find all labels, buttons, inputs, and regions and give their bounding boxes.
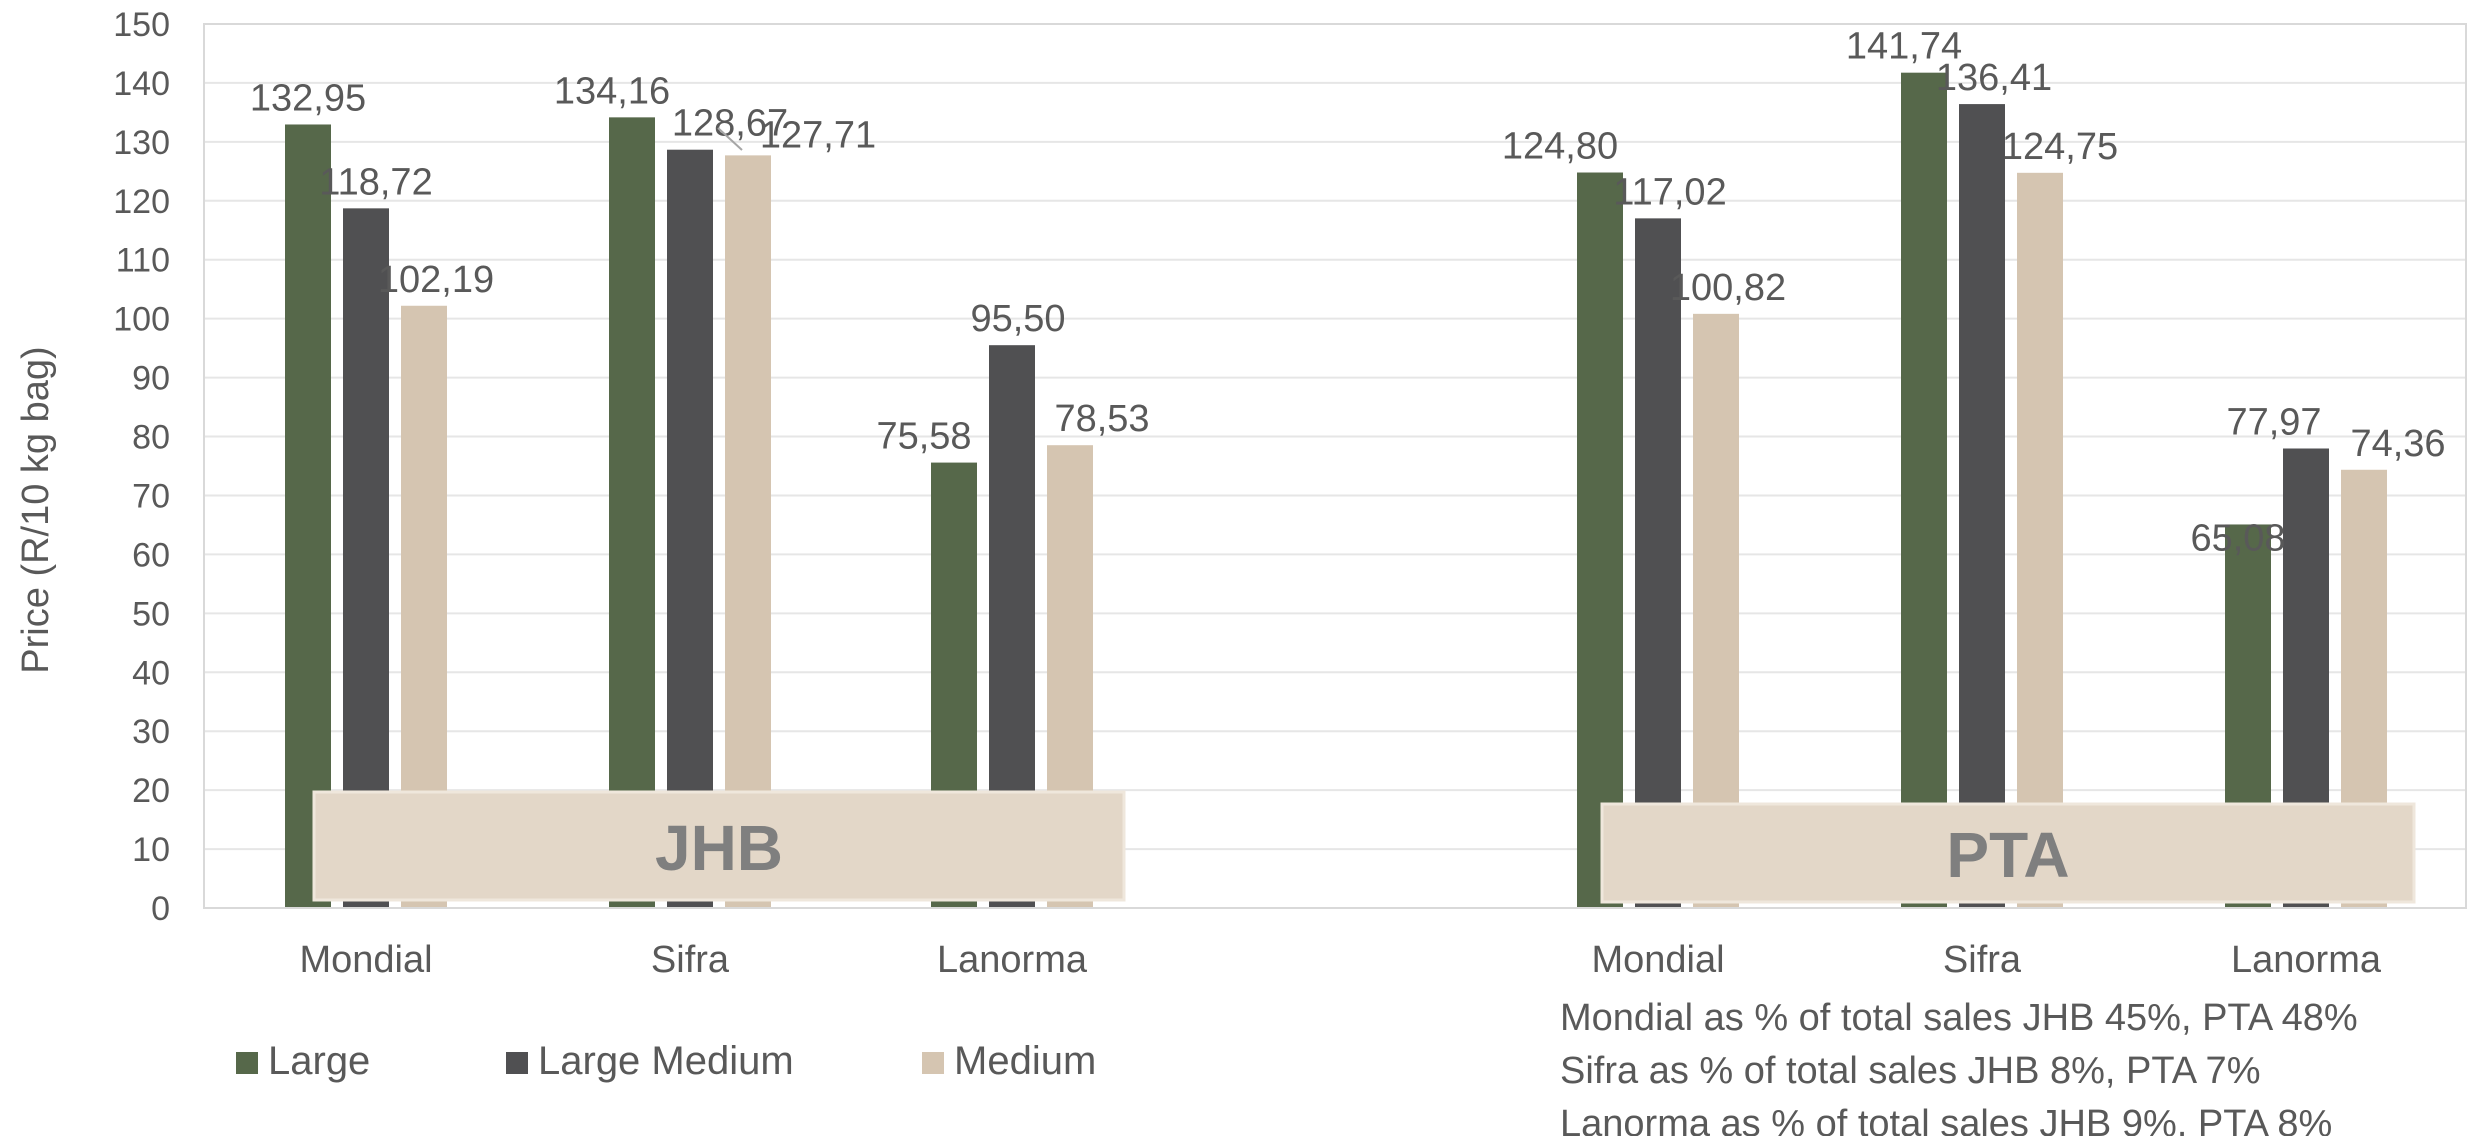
x-category-label: Mondial bbox=[1591, 939, 1724, 981]
label-leader-line bbox=[717, 127, 743, 151]
y-tick-label: 20 bbox=[132, 772, 170, 810]
bar-medium bbox=[725, 155, 771, 908]
data-label: 74,36 bbox=[2350, 423, 2445, 465]
y-tick-label: 60 bbox=[132, 536, 170, 574]
region-panel-jhb bbox=[312, 790, 1126, 902]
sales-share-note: Sifra as % of total sales JHB 8%, PTA 7% bbox=[1560, 1050, 2260, 1092]
y-tick-label: 40 bbox=[132, 654, 170, 692]
y-tick-label: 120 bbox=[113, 183, 170, 221]
bar-large bbox=[1577, 172, 1623, 909]
grid-lines bbox=[204, 23, 2466, 851]
axes: 0 10 20 30 40 50 60 70 80 90 100 110 120 130 140 150 Mon… bbox=[113, 6, 2467, 981]
data-label: 100,82 bbox=[1670, 267, 1786, 309]
y-tick-label: 0 bbox=[151, 890, 170, 928]
data-label: 136,41 bbox=[1936, 57, 2052, 99]
bar-large bbox=[1901, 72, 1947, 908]
y-tick-label: 100 bbox=[113, 301, 170, 339]
y-tick-label: 70 bbox=[132, 477, 170, 515]
region-panels: JHB PTA bbox=[312, 790, 2416, 904]
x-category-label: Sifra bbox=[651, 939, 730, 981]
x-category-label: Lanorma bbox=[2231, 939, 2382, 981]
data-labels: 132,95118,72102,19134,16128,67127,7175,5… bbox=[250, 26, 2446, 560]
x-category-label: Lanorma bbox=[937, 939, 1088, 981]
data-label: 132,95 bbox=[250, 77, 366, 119]
y-axis-label: Price (R/10 kg bag) bbox=[15, 346, 57, 673]
data-label: 118,72 bbox=[319, 161, 432, 203]
legend-swatch bbox=[506, 1052, 528, 1074]
data-label: 124,75 bbox=[2002, 126, 2118, 168]
bar-large bbox=[285, 124, 331, 909]
data-label: 102,19 bbox=[378, 259, 494, 301]
data-label: 124,80 bbox=[1502, 126, 1618, 168]
region-panel-pta bbox=[1600, 802, 2416, 904]
bars bbox=[285, 72, 2387, 909]
data-label: 127,71 bbox=[760, 114, 876, 156]
y-tick-label: 10 bbox=[132, 831, 170, 869]
y-tick-label: 150 bbox=[113, 6, 170, 44]
bar-large bbox=[609, 117, 655, 908]
y-tick-label: 80 bbox=[132, 419, 170, 457]
y-tick-label: 110 bbox=[116, 242, 170, 280]
sales-share-note: Mondial as % of total sales JHB 45%, PTA… bbox=[1560, 997, 2358, 1039]
data-label: 65,08 bbox=[2190, 517, 2285, 559]
y-tick-label: 30 bbox=[132, 713, 170, 751]
sales-share-notes: Mondial as % of total sales JHB 45%, PTA… bbox=[1560, 997, 2358, 1136]
legend-entry: Medium bbox=[954, 1039, 1096, 1083]
region-panel-label: JHB bbox=[655, 812, 783, 884]
legend-entry: Large Medium bbox=[538, 1039, 794, 1083]
y-tick-label: 90 bbox=[132, 360, 170, 398]
data-label: 117,02 bbox=[1613, 171, 1726, 213]
data-label: 75,58 bbox=[876, 416, 971, 458]
y-tick-label: 50 bbox=[132, 595, 170, 633]
legend-entry: Large bbox=[268, 1039, 370, 1083]
bar-large-medium bbox=[1635, 218, 1681, 909]
data-label: 141,74 bbox=[1846, 26, 1962, 68]
x-category-label: Mondial bbox=[299, 939, 432, 981]
legend-swatch bbox=[922, 1052, 944, 1074]
bar-medium bbox=[2017, 172, 2063, 909]
data-label: 78,53 bbox=[1054, 398, 1149, 440]
data-label: 95,50 bbox=[970, 298, 1065, 340]
x-category-label: Sifra bbox=[1943, 939, 2022, 981]
sales-share-note: Lanorma as % of total sales JHB 9%, PTA … bbox=[1560, 1103, 2332, 1136]
bar-large-medium bbox=[667, 149, 713, 908]
region-panel-label: PTA bbox=[1946, 819, 2069, 891]
legend: Large Large Medium Medium bbox=[236, 1039, 1096, 1083]
data-label: 77,97 bbox=[2226, 401, 2321, 443]
data-label: 134,16 bbox=[554, 70, 670, 112]
legend-swatch bbox=[236, 1052, 258, 1074]
y-tick-label: 130 bbox=[113, 124, 170, 162]
y-tick-label: 140 bbox=[113, 65, 170, 103]
bar-large-medium bbox=[1959, 104, 2005, 909]
plot-area-border bbox=[203, 23, 2467, 909]
